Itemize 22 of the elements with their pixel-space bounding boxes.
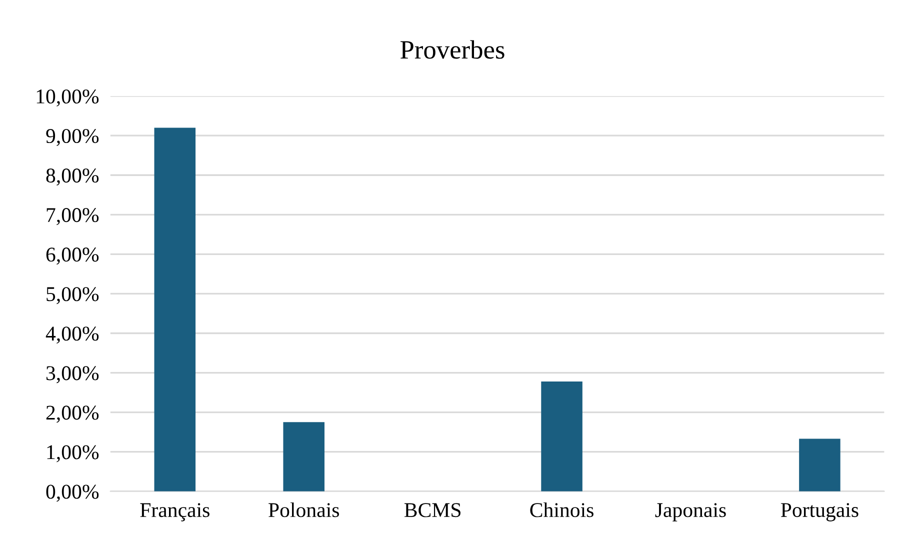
y-tick-label: 3,00% bbox=[46, 366, 99, 384]
x-tick-label: Japonais bbox=[655, 503, 726, 522]
bar bbox=[799, 438, 840, 492]
x-tick-label: Polonais bbox=[268, 502, 339, 518]
y-tick-label: 4,00% bbox=[46, 326, 99, 344]
chart-title: Proverbes bbox=[400, 40, 504, 59]
y-tick-label: 1,00% bbox=[47, 445, 99, 462]
y-tick-label: 8,00% bbox=[46, 168, 99, 186]
y-tick-label: 7,00% bbox=[46, 208, 99, 226]
bar bbox=[154, 128, 196, 492]
x-tick-label: Français bbox=[140, 503, 210, 522]
x-tick-label: BCMS bbox=[404, 503, 460, 518]
y-tick-label: 10,00% bbox=[36, 89, 99, 107]
x-tick-label: Chinois bbox=[530, 502, 594, 518]
bar bbox=[283, 422, 324, 492]
x-tick-label: Portugais bbox=[780, 503, 858, 522]
y-tick-label: 6,00% bbox=[46, 248, 99, 265]
y-tick-label: 0,00% bbox=[46, 484, 99, 502]
y-tick-label: 5,00% bbox=[46, 287, 99, 304]
bar bbox=[541, 381, 582, 492]
y-tick-label: 2,00% bbox=[46, 406, 99, 423]
y-tick-label: 9,00% bbox=[46, 128, 99, 146]
